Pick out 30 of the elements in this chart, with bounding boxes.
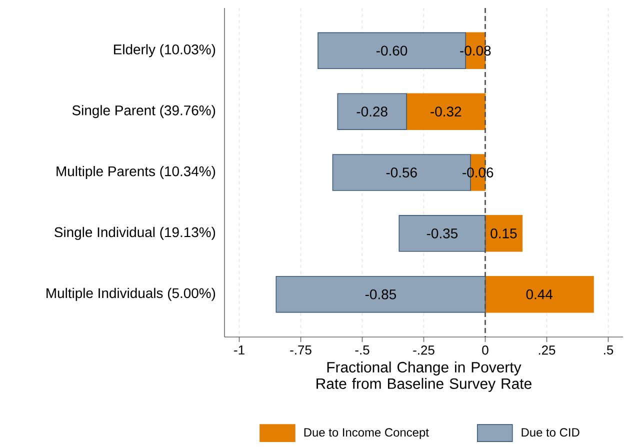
data-label: -0.60 xyxy=(376,46,408,56)
y-tick-label: Single Parent (39.76%) xyxy=(72,105,216,118)
legend-label: Due to Income Concept xyxy=(304,428,429,439)
data-label: -0.35 xyxy=(426,228,458,238)
x-tick-label: .5 xyxy=(604,346,614,355)
data-label: -0.28 xyxy=(356,106,388,117)
data-label: 0.15 xyxy=(490,228,517,238)
legend-label: Due to CID xyxy=(522,428,580,437)
bar xyxy=(484,215,523,252)
y-tick-label: Elderly (10.03%) xyxy=(114,44,216,58)
data-label: -0.06 xyxy=(462,168,494,178)
y-tick-label: Multiple Individuals (5.00%) xyxy=(46,288,216,301)
bar xyxy=(406,93,486,130)
x-axis-title: Fractional Change in Poverty Rate from Baseline Survey Rate xyxy=(316,362,532,392)
data-label: -0.85 xyxy=(365,289,396,300)
x-tick-label: -.25 xyxy=(413,346,434,355)
x-tick-label: -.75 xyxy=(290,346,312,355)
bar xyxy=(398,215,486,252)
x-tick-label: -.5 xyxy=(355,346,370,355)
x-tick-label: 0 xyxy=(482,346,488,355)
data-label: -0.32 xyxy=(430,106,462,117)
x-tick-label: .25 xyxy=(538,346,556,355)
bar xyxy=(276,276,486,313)
x-tick-label: -1 xyxy=(234,346,244,354)
y-tick-label: Single Individual (19.13%) xyxy=(54,226,216,240)
bar xyxy=(484,276,594,313)
data-label: -0.56 xyxy=(386,168,417,178)
y-tick-label: Multiple Parents (10.34%) xyxy=(56,166,216,179)
data-label: 0.44 xyxy=(526,289,553,300)
bar xyxy=(337,93,407,130)
